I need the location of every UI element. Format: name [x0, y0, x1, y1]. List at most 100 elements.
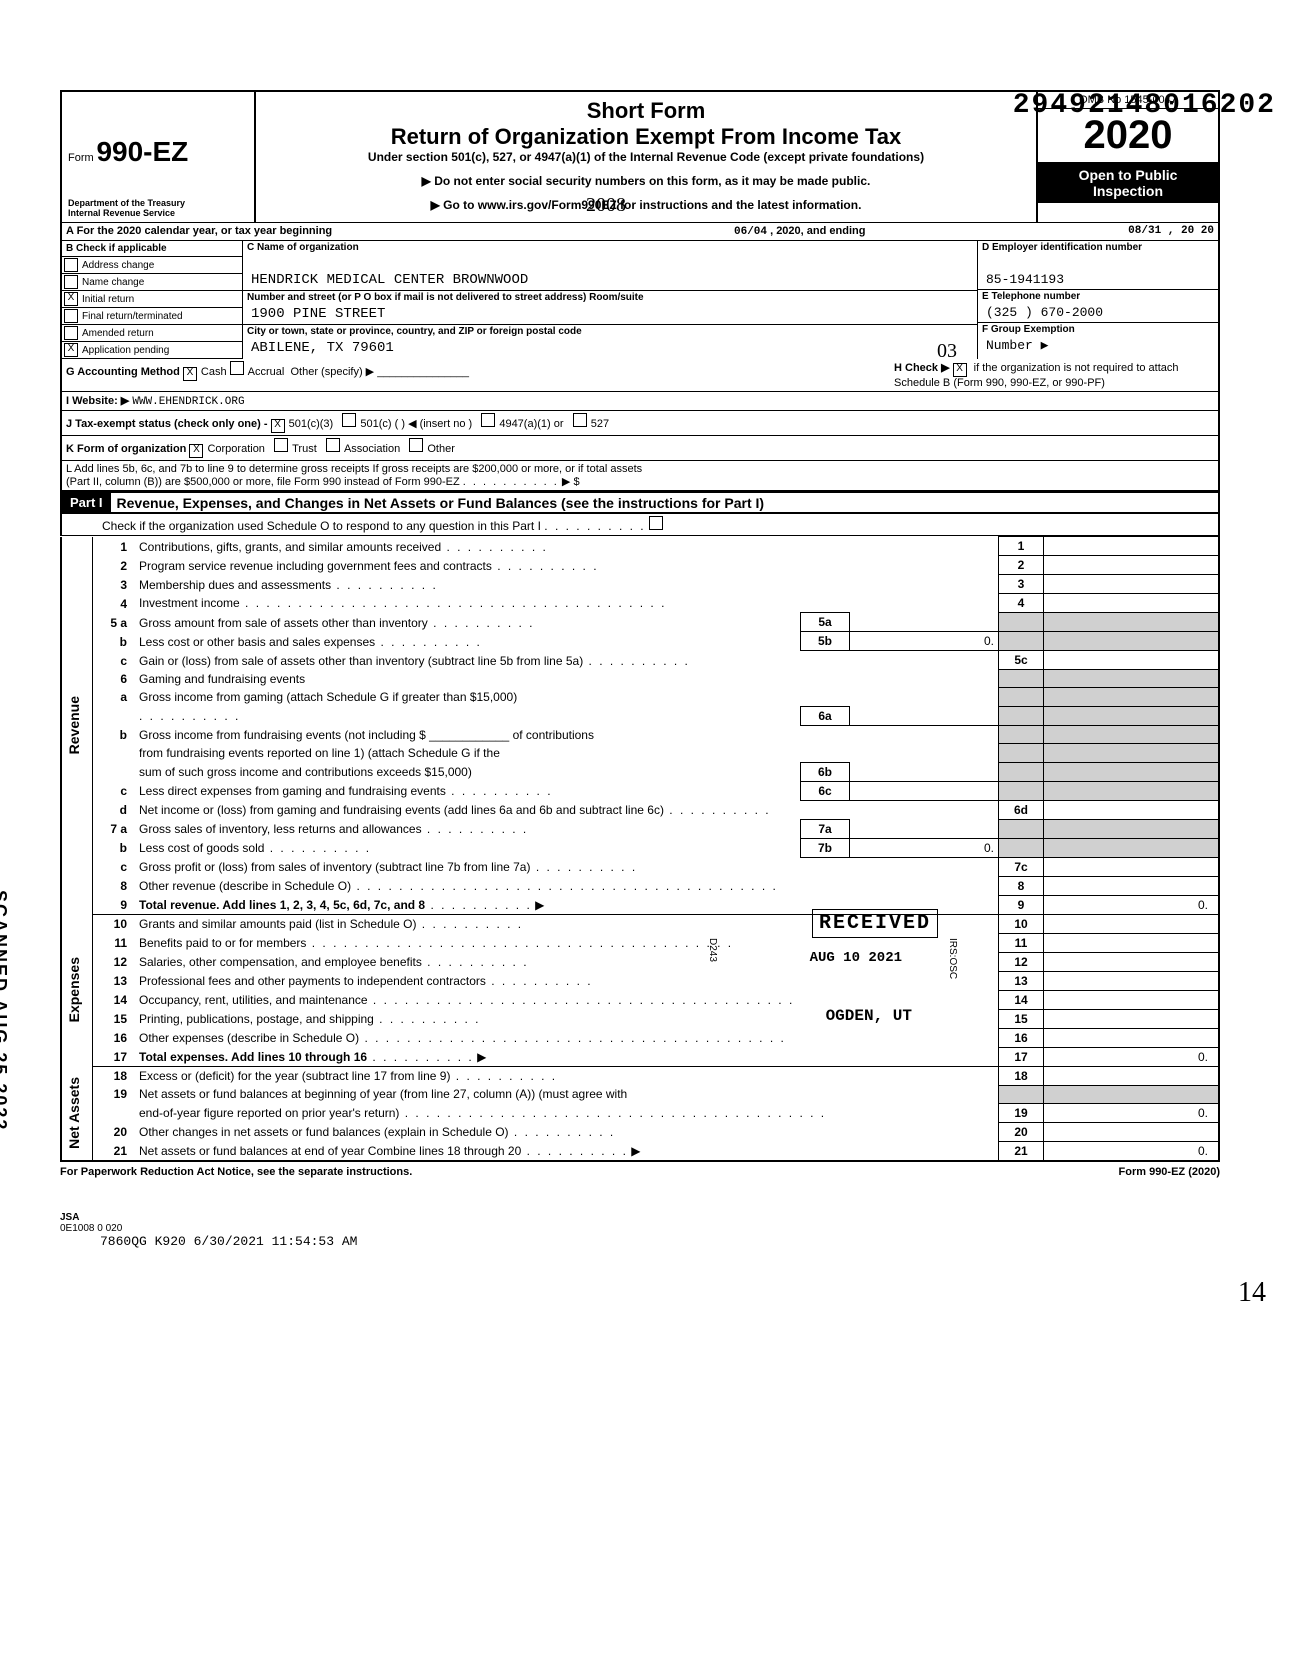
line-9: Total revenue. Add lines 1, 2, 3, 4, 5c,… [139, 898, 425, 912]
check-initial[interactable]: X [64, 292, 78, 306]
scanned-stamp: SCANNED AUG 25 2022 [0, 890, 10, 1131]
check-cash[interactable]: X [183, 367, 197, 381]
line-20: Other changes in net assets or fund bala… [139, 1125, 509, 1139]
label-address-change: Address change [82, 260, 154, 271]
form-number: 990-EZ [96, 136, 188, 167]
check-527[interactable] [573, 413, 587, 427]
label-accrual: Accrual [248, 366, 285, 378]
street-label: Number and street (or P O box if mail is… [243, 291, 977, 304]
ogden-stamp: OGDEN, UT [820, 1005, 918, 1027]
line-10: Grants and similar amounts paid (list in… [139, 917, 416, 931]
check-name[interactable] [64, 275, 78, 289]
city-label: City or town, state or province, country… [243, 325, 977, 338]
form-label: Form [68, 152, 94, 164]
form-title-box: Short Form Return of Organization Exempt… [256, 92, 1038, 222]
check-address[interactable] [64, 258, 78, 272]
col-c-org-info: C Name of organization HENDRICK MEDICAL … [243, 241, 978, 359]
instr-2: Go to www.irs.gov/Form990EZ for instruct… [262, 198, 1030, 212]
check-501c[interactable] [342, 413, 356, 427]
line-19-val: 0. [1044, 1103, 1220, 1122]
line-3: Membership dues and assessments [139, 578, 331, 592]
check-trust[interactable] [274, 438, 288, 452]
line-18: Excess or (deficit) for the year (subtra… [139, 1069, 450, 1083]
group-label: F Group Exemption [978, 323, 1218, 336]
row-a-label: A For the 2020 calendar year, or tax yea… [66, 225, 734, 238]
line-6b-2: of contributions [513, 728, 594, 742]
label-trust: Trust [292, 443, 317, 455]
row-i-label: I Website: ▶ [66, 395, 129, 407]
expenses-label: Expenses [66, 957, 82, 1022]
check-pending[interactable]: X [64, 343, 78, 357]
line-6b-4: sum of such gross income and contributio… [135, 762, 801, 781]
line-7b: Less cost of goods sold [139, 841, 264, 855]
line-17: Total expenses. Add lines 10 through 16 [139, 1050, 367, 1064]
label-501c3: 501(c)(3) [289, 418, 334, 430]
check-corp[interactable]: X [189, 444, 203, 458]
line-7c: Gross profit or (loss) from sales of inv… [139, 860, 530, 874]
document-id-number: 29492148016202 [1013, 90, 1276, 121]
ein-label: D Employer identification number [978, 241, 1218, 254]
col-b-checkboxes: B Check if applicable Address change Nam… [62, 241, 243, 359]
line-7a: Gross sales of inventory, less returns a… [139, 822, 422, 836]
check-accrual[interactable] [230, 361, 244, 375]
col-b-label: B Check if applicable [62, 241, 242, 257]
jsa-line: 7860QG K920 6/30/2021 11:54:53 AM [100, 1234, 1220, 1249]
inspection-label: Inspection [1042, 183, 1214, 199]
line-14: Occupancy, rent, utilities, and maintena… [139, 993, 368, 1007]
irs-label: Internal Revenue Service [68, 208, 248, 218]
check-other-org[interactable] [409, 438, 423, 452]
website-value: WWW.EHENDRICK.ORG [132, 396, 244, 408]
row-j-label: J Tax-exempt status (check only one) - [66, 418, 268, 430]
label-other-org: Other [427, 443, 455, 455]
footer-right: Form 990-EZ (2020) [1119, 1166, 1220, 1178]
period-end: 08/31 , 20 20 [1034, 225, 1214, 238]
row-l-line1: L Add lines 5b, 6c, and 7b to line 9 to … [66, 463, 1214, 475]
check-schedule-o[interactable] [649, 516, 663, 530]
line-21: Net assets or fund balances at end of ye… [139, 1144, 521, 1158]
lines-table: Revenue 1Contributions, gifts, grants, a… [60, 536, 1220, 1162]
part-1-sub: Check if the organization used Schedule … [102, 519, 541, 533]
row-l-arrow: ▶ $ [562, 476, 580, 488]
footer-left: For Paperwork Reduction Act Notice, see … [60, 1166, 412, 1178]
label-other-method: Other (specify) ▶ [290, 366, 374, 378]
label-501c: 501(c) ( ) ◀ (insert no ) [360, 418, 472, 430]
label-cash: Cash [201, 366, 227, 378]
check-501c3[interactable]: X [271, 419, 285, 433]
line-2: Program service revenue including govern… [139, 559, 492, 573]
handwritten-03: 03 [937, 340, 957, 363]
group-number: Number ▶ [978, 336, 1218, 355]
d243-stamp: D243 [707, 938, 718, 962]
period-begin: 06/04 [734, 226, 767, 238]
dept-treasury: Department of the Treasury [68, 198, 248, 208]
line-15: Printing, publications, postage, and shi… [139, 1012, 374, 1026]
line-12: Salaries, other compensation, and employ… [139, 955, 422, 969]
handwritten-2008: 2008 [586, 194, 626, 217]
page-corner-number: 14 [1238, 1277, 1266, 1309]
check-4947[interactable] [481, 413, 495, 427]
label-initial-return: Initial return [82, 294, 134, 305]
check-amended[interactable] [64, 326, 78, 340]
check-final[interactable] [64, 309, 78, 323]
check-assoc[interactable] [326, 438, 340, 452]
city-state-zip: ABILENE, TX 79601 03 [243, 338, 977, 358]
date-stamp: AUG 10 2021 [804, 948, 908, 968]
line-6: Gaming and fundraising events [135, 670, 999, 688]
part-1-title: Revenue, Expenses, and Changes in Net As… [111, 495, 1218, 511]
line-4: Investment income [139, 596, 240, 610]
label-527: 527 [591, 418, 609, 430]
city-value: ABILENE, TX 79601 [251, 340, 394, 356]
subtitle: Under section 501(c), 527, or 4947(a)(1)… [262, 150, 1030, 164]
netassets-label: Net Assets [66, 1077, 82, 1149]
line-9-val: 0. [1044, 895, 1220, 914]
line-6b-3: from fundraising events reported on line… [135, 744, 999, 763]
line-6d: Net income or (loss) from gaming and fun… [139, 803, 664, 817]
line-8: Other revenue (describe in Schedule O) [139, 879, 351, 893]
instr-1: Do not enter social security numbers on … [262, 174, 1030, 188]
line-16: Other expenses (describe in Schedule O) [139, 1031, 359, 1045]
line-5b-val: 0. [850, 632, 999, 651]
check-h[interactable]: X [953, 363, 967, 377]
ein-value: 85-1941193 [978, 254, 1218, 290]
row-a-mid: , 2020, and ending [770, 225, 865, 237]
line-19a: Net assets or fund balances at beginning… [135, 1085, 999, 1103]
line-5b: Less cost or other basis and sales expen… [139, 635, 375, 649]
